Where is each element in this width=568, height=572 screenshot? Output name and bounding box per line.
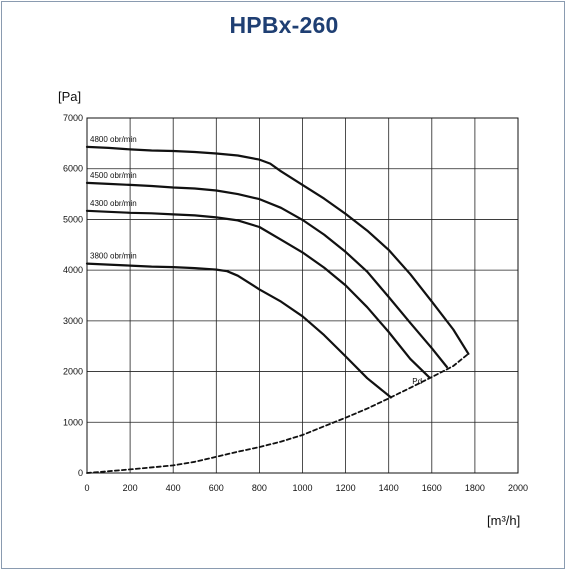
x-tick-label: 1200 xyxy=(336,483,356,493)
curve-label-4800-obr-min: 4800 obr/min xyxy=(90,135,137,144)
x-axis-label: [m³/h] xyxy=(487,513,520,528)
series-line-3800-obr-min xyxy=(85,262,392,399)
plot-area xyxy=(86,117,519,474)
x-tick-label: 2000 xyxy=(508,483,528,493)
x-tick-label: 800 xyxy=(252,483,267,493)
x-tick-label: 1400 xyxy=(379,483,399,493)
series-lines xyxy=(85,145,470,474)
series-line-4300-obr-min xyxy=(85,209,431,379)
y-tick-label: 6000 xyxy=(63,164,83,174)
curve-label-pd: Pd xyxy=(412,377,422,386)
x-tick-label: 1600 xyxy=(422,483,442,493)
curve-label-4500-obr-min: 4500 obr/min xyxy=(90,171,137,180)
curve-labels: 4800 obr/min 4500 obr/min 4300 obr/min 3800… xyxy=(90,135,422,386)
y-tick-label: 3000 xyxy=(63,316,83,326)
x-tick-label: 1800 xyxy=(465,483,485,493)
chart-title: HPBx-260 xyxy=(229,12,339,38)
x-tick-label: 1000 xyxy=(292,483,312,493)
y-tick-label: 7000 xyxy=(63,113,83,123)
x-tick-label: 200 xyxy=(123,483,138,493)
y-tick-label: 0 xyxy=(78,468,83,478)
tick-labels: 0 200 400 600 800 1000 1200 1400 1600 1800 2000 0 10… xyxy=(63,113,528,493)
y-axis-label: [Pa] xyxy=(58,89,81,104)
curve-label-4300-obr-min: 4300 obr/min xyxy=(90,199,137,208)
series-line-pd xyxy=(86,352,470,474)
y-tick-label: 2000 xyxy=(63,367,83,377)
grid xyxy=(86,117,519,474)
x-tick-label: 400 xyxy=(166,483,181,493)
x-tick-label: 0 xyxy=(84,483,89,493)
y-tick-label: 1000 xyxy=(63,417,83,427)
y-tick-label: 5000 xyxy=(63,214,83,224)
curve-label-3800-obr-min: 3800 obr/min xyxy=(90,252,137,261)
x-tick-label: 600 xyxy=(209,483,224,493)
series-line-4800-obr-min xyxy=(85,145,470,355)
series-line-4500-obr-min xyxy=(85,181,448,369)
y-tick-label: 4000 xyxy=(63,265,83,275)
